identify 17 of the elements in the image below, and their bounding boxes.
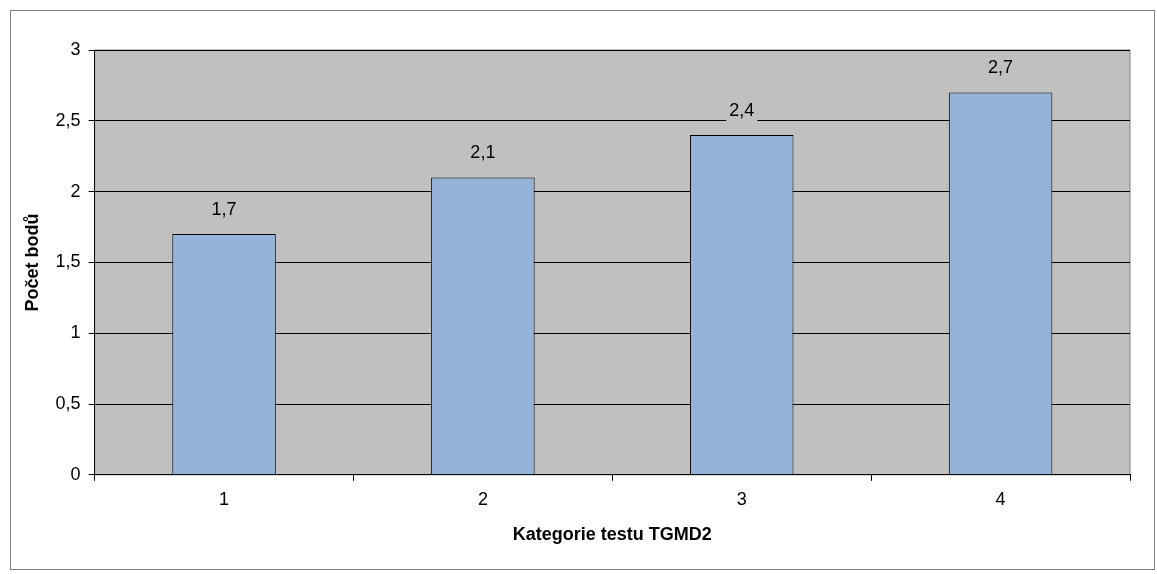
y-tick-label: 1 bbox=[70, 322, 81, 343]
x-tick-label: 3 bbox=[736, 488, 747, 509]
x-axis-title: Kategorie testu TGMD2 bbox=[512, 524, 712, 545]
x-tick-label: 4 bbox=[995, 488, 1006, 509]
x-tick-label: 2 bbox=[477, 488, 488, 509]
data-label: 2,1 bbox=[470, 142, 496, 163]
y-axis-title: Počet bodů bbox=[21, 213, 42, 312]
data-label: 2,4 bbox=[729, 99, 755, 120]
y-tick-label: 2 bbox=[70, 180, 81, 201]
y-tick-label: 3 bbox=[70, 38, 81, 59]
y-tick-label: 1,5 bbox=[55, 251, 81, 272]
data-label: 2,7 bbox=[988, 57, 1014, 78]
data-label: 1,7 bbox=[211, 199, 237, 220]
y-tick-label: 0 bbox=[70, 463, 81, 484]
y-tick-label: 0,5 bbox=[55, 392, 81, 413]
y-tick-label: 2,5 bbox=[55, 109, 81, 130]
x-tick-label: 1 bbox=[219, 488, 230, 509]
